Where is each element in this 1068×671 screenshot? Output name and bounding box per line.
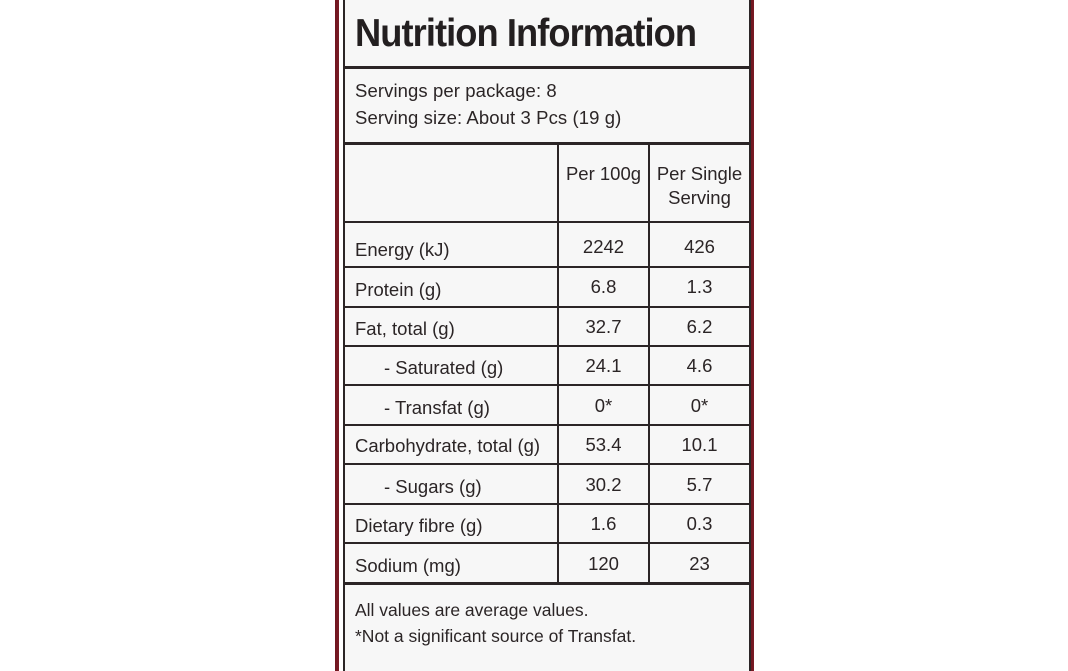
row-divider	[345, 306, 749, 308]
row-serving-energy: 426	[684, 236, 715, 257]
row-per100-energy: 2242	[582, 236, 625, 257]
row-serving-dietary-fibre: 0.3	[686, 513, 713, 534]
package-edge-right	[750, 0, 756, 671]
column-divider-1	[557, 143, 559, 583]
row-serving-protein: 1.3	[686, 276, 713, 297]
row-divider	[345, 345, 749, 347]
column-divider-2	[648, 143, 650, 583]
row-per100-transfat: 0*	[594, 395, 613, 416]
servings-per-package: Servings per package: 8	[355, 80, 557, 101]
row-label-fat-total: Fat, total (g)	[355, 318, 455, 339]
row-divider	[345, 424, 749, 426]
servings-divider	[345, 142, 749, 145]
row-divider	[345, 266, 749, 268]
row-serving-transfat: 0*	[690, 395, 709, 416]
footnote-average-values: All values are average values.	[355, 600, 589, 620]
row-label-energy: Energy (kJ)	[355, 239, 450, 260]
row-per100-fat-total: 32.7	[585, 316, 622, 337]
row-label-saturated: - Saturated (g)	[384, 357, 504, 378]
package-edge-left	[333, 0, 344, 671]
row-divider	[345, 542, 749, 544]
header-per-100g: Per 100g	[565, 163, 642, 184]
header-divider	[345, 221, 749, 223]
row-serving-carbohydrate: 10.1	[681, 434, 718, 455]
row-label-carbohydrate: Carbohydrate, total (g)	[355, 435, 541, 456]
row-divider	[345, 503, 749, 505]
row-label-sodium: Sodium (mg)	[355, 555, 461, 576]
footnote-transfat: *Not a significant source of Transfat.	[355, 626, 637, 646]
row-label-sugars: - Sugars (g)	[384, 476, 482, 497]
serving-size: Serving size: About 3 Pcs (19 g)	[355, 107, 622, 128]
row-divider	[345, 384, 749, 386]
label-title: Nutrition Information	[355, 12, 697, 55]
row-label-protein: Protein (g)	[355, 279, 442, 300]
row-serving-sugars: 5.7	[686, 474, 713, 495]
row-label-transfat: - Transfat (g)	[384, 397, 490, 418]
title-divider	[345, 66, 749, 69]
row-divider	[345, 463, 749, 465]
nutrition-label: Nutrition Information Servings per packa…	[343, 0, 751, 671]
row-per100-sodium: 120	[588, 553, 619, 574]
row-serving-saturated: 4.6	[686, 355, 713, 376]
row-per100-sugars: 30.2	[585, 474, 622, 495]
row-per100-carbohydrate: 53.4	[585, 434, 622, 455]
row-serving-fat-total: 6.2	[686, 316, 713, 337]
row-serving-sodium: 23	[689, 553, 710, 574]
header-per-serving-line1: Per Single	[656, 163, 743, 184]
row-per100-saturated: 24.1	[585, 355, 622, 376]
header-per-serving-line2: Serving	[668, 187, 731, 208]
row-per100-dietary-fibre: 1.6	[590, 513, 617, 534]
table-bottom-divider	[345, 582, 749, 585]
row-per100-protein: 6.8	[590, 276, 617, 297]
row-label-dietary-fibre: Dietary fibre (g)	[355, 515, 483, 536]
